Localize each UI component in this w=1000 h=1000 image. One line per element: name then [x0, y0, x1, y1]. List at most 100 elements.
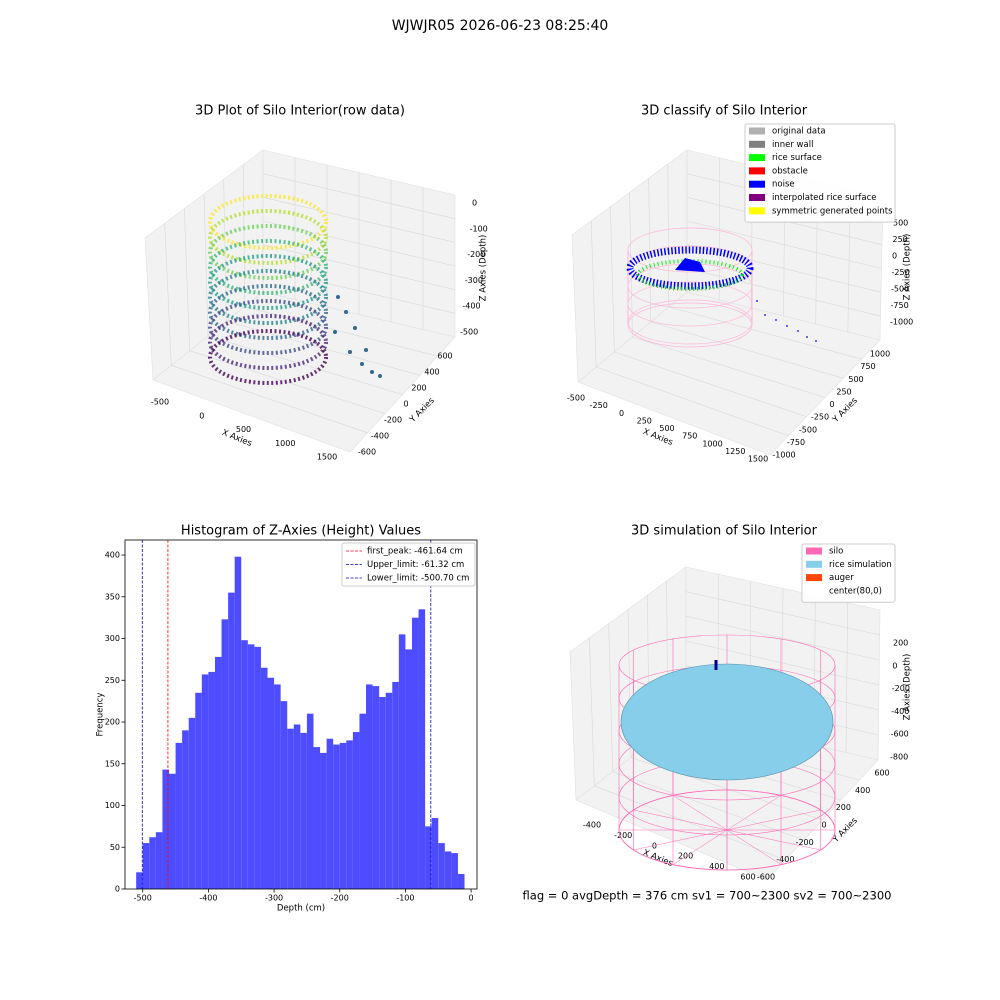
z-tick-label: 200 [893, 639, 908, 648]
legend-label: rice surface [772, 153, 822, 163]
bar [379, 696, 386, 889]
bar [234, 556, 242, 889]
y-tick-label: 500 [848, 375, 863, 384]
z-tick-label: 0 [472, 199, 477, 208]
bar [418, 609, 426, 889]
bar [398, 634, 406, 889]
bar [431, 818, 439, 889]
z-tick-label: -400 [891, 707, 909, 716]
bar [333, 744, 340, 889]
y-axis-label: Frequency [96, 693, 106, 737]
legend-label: symmetric generated points [772, 206, 893, 216]
pane-grid [207, 335, 403, 395]
y-tick-label: 0 [829, 400, 834, 409]
x-tick-label: -400 [199, 894, 217, 903]
legend-swatch [749, 140, 765, 148]
bar [306, 713, 314, 889]
legend-swatch [806, 574, 822, 582]
pane-grid [164, 223, 172, 366]
bar [392, 681, 399, 889]
y-tick-label: 0 [115, 885, 120, 894]
x-tick-label: 200 [678, 852, 693, 861]
bar [195, 692, 202, 889]
x-axis-label: X Axies [641, 848, 674, 869]
x-tick-label: -500 [134, 894, 152, 903]
y-tick-label: -600 [757, 873, 775, 882]
bar [385, 692, 393, 889]
bar [300, 732, 307, 889]
y-tick-label: 250 [836, 387, 851, 396]
bar [457, 873, 465, 889]
point-cloud [626, 246, 754, 290]
x-tick-label: 1500 [748, 455, 768, 464]
y-tick-label: -200 [384, 416, 402, 425]
y-tick-label: -400 [776, 855, 794, 864]
y-tick-label: 250 [105, 676, 120, 685]
bar [208, 671, 215, 889]
x-tick-label: 1500 [317, 453, 337, 462]
point-cloud [675, 258, 705, 272]
point-cloud [208, 329, 328, 385]
y-tick-label: 400 [105, 551, 120, 560]
pane-grid [171, 365, 368, 434]
x-tick-label: -500 [151, 398, 169, 407]
bar [214, 656, 222, 889]
silo-wire [672, 795, 728, 831]
bar [149, 837, 156, 889]
x-tick-label: 750 [682, 432, 697, 441]
pane-grid [632, 336, 826, 398]
y-tick-label: 0 [403, 400, 408, 409]
bar [313, 747, 321, 889]
point-cloud [756, 300, 758, 302]
point-cloud [208, 224, 328, 280]
y-tick-label: 0 [821, 821, 826, 830]
legend-label: obstacle [772, 166, 808, 176]
bar [228, 592, 235, 889]
legend-label: silo [829, 547, 843, 557]
point-cloud [336, 295, 340, 299]
pane-grid [612, 771, 805, 841]
legend-label: original data [772, 127, 826, 137]
bar [320, 752, 327, 889]
bar [136, 872, 143, 889]
chart-title: 3D simulation of Silo Interior [631, 524, 818, 539]
bar [405, 649, 412, 889]
y-tick-label: -400 [371, 432, 389, 441]
z-axis-label: Z Axies (Depth) [903, 234, 913, 301]
z-tick-label: 500 [893, 219, 908, 228]
bar [254, 646, 261, 889]
x-axis-label: Depth (cm) [277, 904, 325, 914]
bar [366, 684, 373, 889]
y-tick-label: 200 [411, 384, 426, 393]
y-tick-label: -200 [796, 838, 814, 847]
point-cloud [208, 254, 328, 310]
y-tick-label: 300 [105, 634, 120, 643]
legend-box [341, 542, 476, 587]
legend-label: rice simulation [829, 560, 892, 570]
x-tick-label: 0 [652, 841, 657, 850]
bar [339, 742, 347, 889]
legend-swatch [749, 180, 765, 188]
bar [260, 667, 268, 889]
point-cloud [775, 319, 777, 321]
z-tick-label: -500 [460, 328, 478, 337]
bar [267, 677, 275, 889]
silo-wire [633, 809, 728, 831]
z-tick-label: -400 [462, 302, 480, 311]
legend-swatch [806, 560, 822, 568]
x-tick-label: -250 [590, 401, 608, 410]
point-cloud [208, 194, 328, 250]
x-tick-label: 400 [709, 862, 724, 871]
chart-title: 3D classify of Silo Interior [641, 104, 808, 119]
bar [188, 717, 196, 889]
z-tick-label: -800 [890, 753, 908, 762]
point-cloud [370, 370, 374, 374]
plot-frame [124, 539, 478, 890]
pane-grid [184, 208, 190, 351]
legend-label: auger [829, 573, 854, 583]
x-tick-label: -100 [396, 894, 414, 903]
bar [142, 843, 150, 889]
y-tick-label: -750 [787, 438, 805, 447]
y-tick-label: 400 [424, 368, 439, 377]
